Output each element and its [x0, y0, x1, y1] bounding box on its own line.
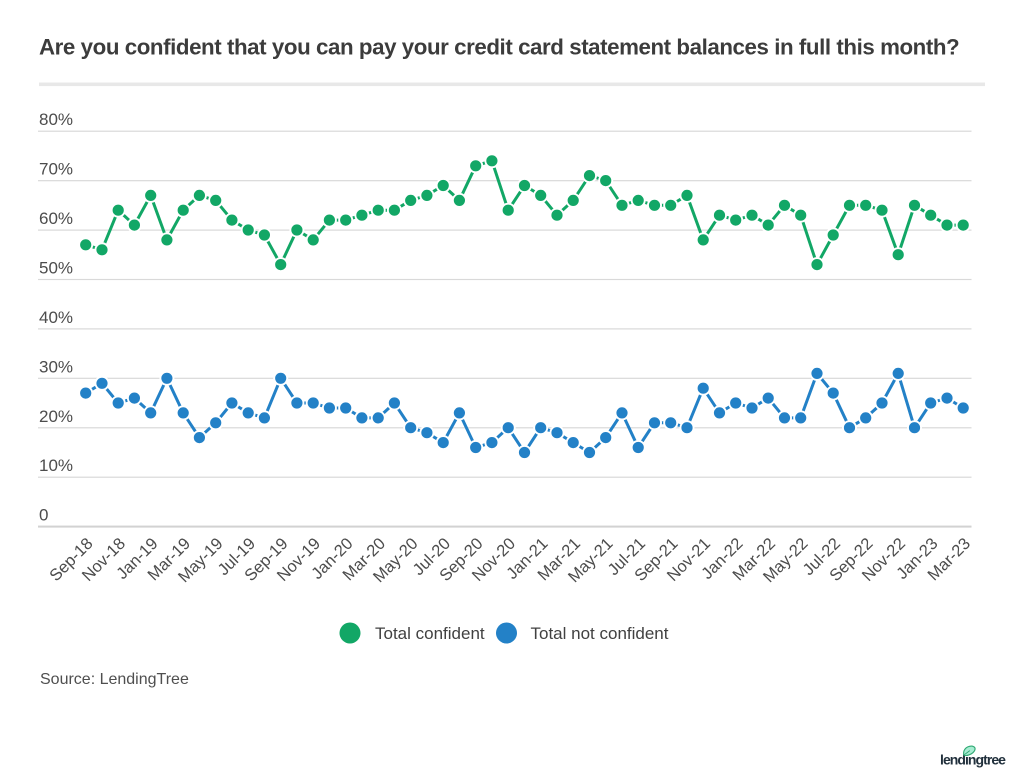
svg-text:60%: 60%: [39, 209, 73, 228]
svg-text:Total confident: Total confident: [375, 624, 485, 643]
svg-text:80%: 80%: [39, 110, 73, 129]
svg-text:Source: LendingTree: Source: LendingTree: [40, 671, 189, 688]
svg-text:70%: 70%: [39, 160, 73, 179]
svg-text:40%: 40%: [39, 308, 73, 327]
svg-text:0: 0: [39, 506, 48, 525]
svg-text:lendingtree: lendingtree: [940, 752, 1006, 768]
svg-text:10%: 10%: [39, 456, 73, 475]
svg-text:30%: 30%: [39, 357, 73, 376]
svg-text:50%: 50%: [39, 259, 73, 278]
svg-text:Are you confident that you can: Are you confident that you can pay your …: [39, 35, 959, 60]
svg-text:20%: 20%: [39, 407, 73, 426]
svg-text:Total not confident: Total not confident: [531, 624, 669, 643]
